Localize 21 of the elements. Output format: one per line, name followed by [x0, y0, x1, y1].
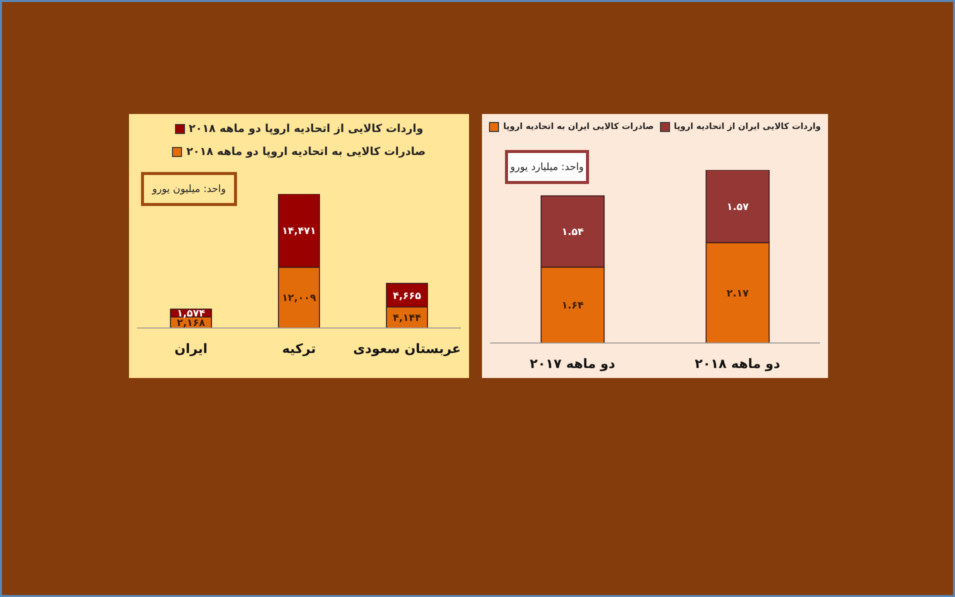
legend-label: واردات کالایی از اتحادیه اروپا دو ماهه ۲۰۱۸ [188, 122, 424, 135]
data-label: ۱.۵۷ [726, 202, 749, 213]
x-tick-label: ترکیه [282, 342, 316, 358]
data-label: ۱۲,۰۰۹ [282, 293, 316, 304]
data-label: ۴,۶۶۵ [392, 290, 422, 302]
data-label: ۴,۱۴۴ [392, 313, 422, 324]
x-tick-label: دو ماهه ۲۰۱۸ [694, 357, 781, 372]
annotation: واحد: میلیارد یورو [505, 150, 589, 184]
annotation: واحد: میلیون یورو [141, 172, 237, 206]
x-tick-label: عربستان سعودی [353, 342, 461, 358]
data-label: ۲.۱۷ [726, 288, 749, 300]
x-tick-label: ایران [174, 342, 208, 358]
data-label: ۲,۱۶۸ [176, 318, 206, 330]
x-tick-label: دو ماهه ۲۰۱۷ [530, 357, 616, 372]
legend-label: صادرات کالایی به اتحادیه اروپا دو ماهه ۲۰۱۸ [186, 145, 426, 158]
legend-label: واردات کالایی ایران از اتحادیه اروپا [674, 122, 821, 132]
data-label: ۱.۵۴ [562, 227, 584, 238]
legend-label: صادرات کالایی ایران به اتحادیه اروپا [503, 122, 654, 132]
data-label: ۱,۵۷۴ [176, 308, 206, 320]
data-label: ۱.۶۴ [562, 300, 584, 312]
data-label: ۱۴,۴۷۱ [282, 226, 316, 238]
